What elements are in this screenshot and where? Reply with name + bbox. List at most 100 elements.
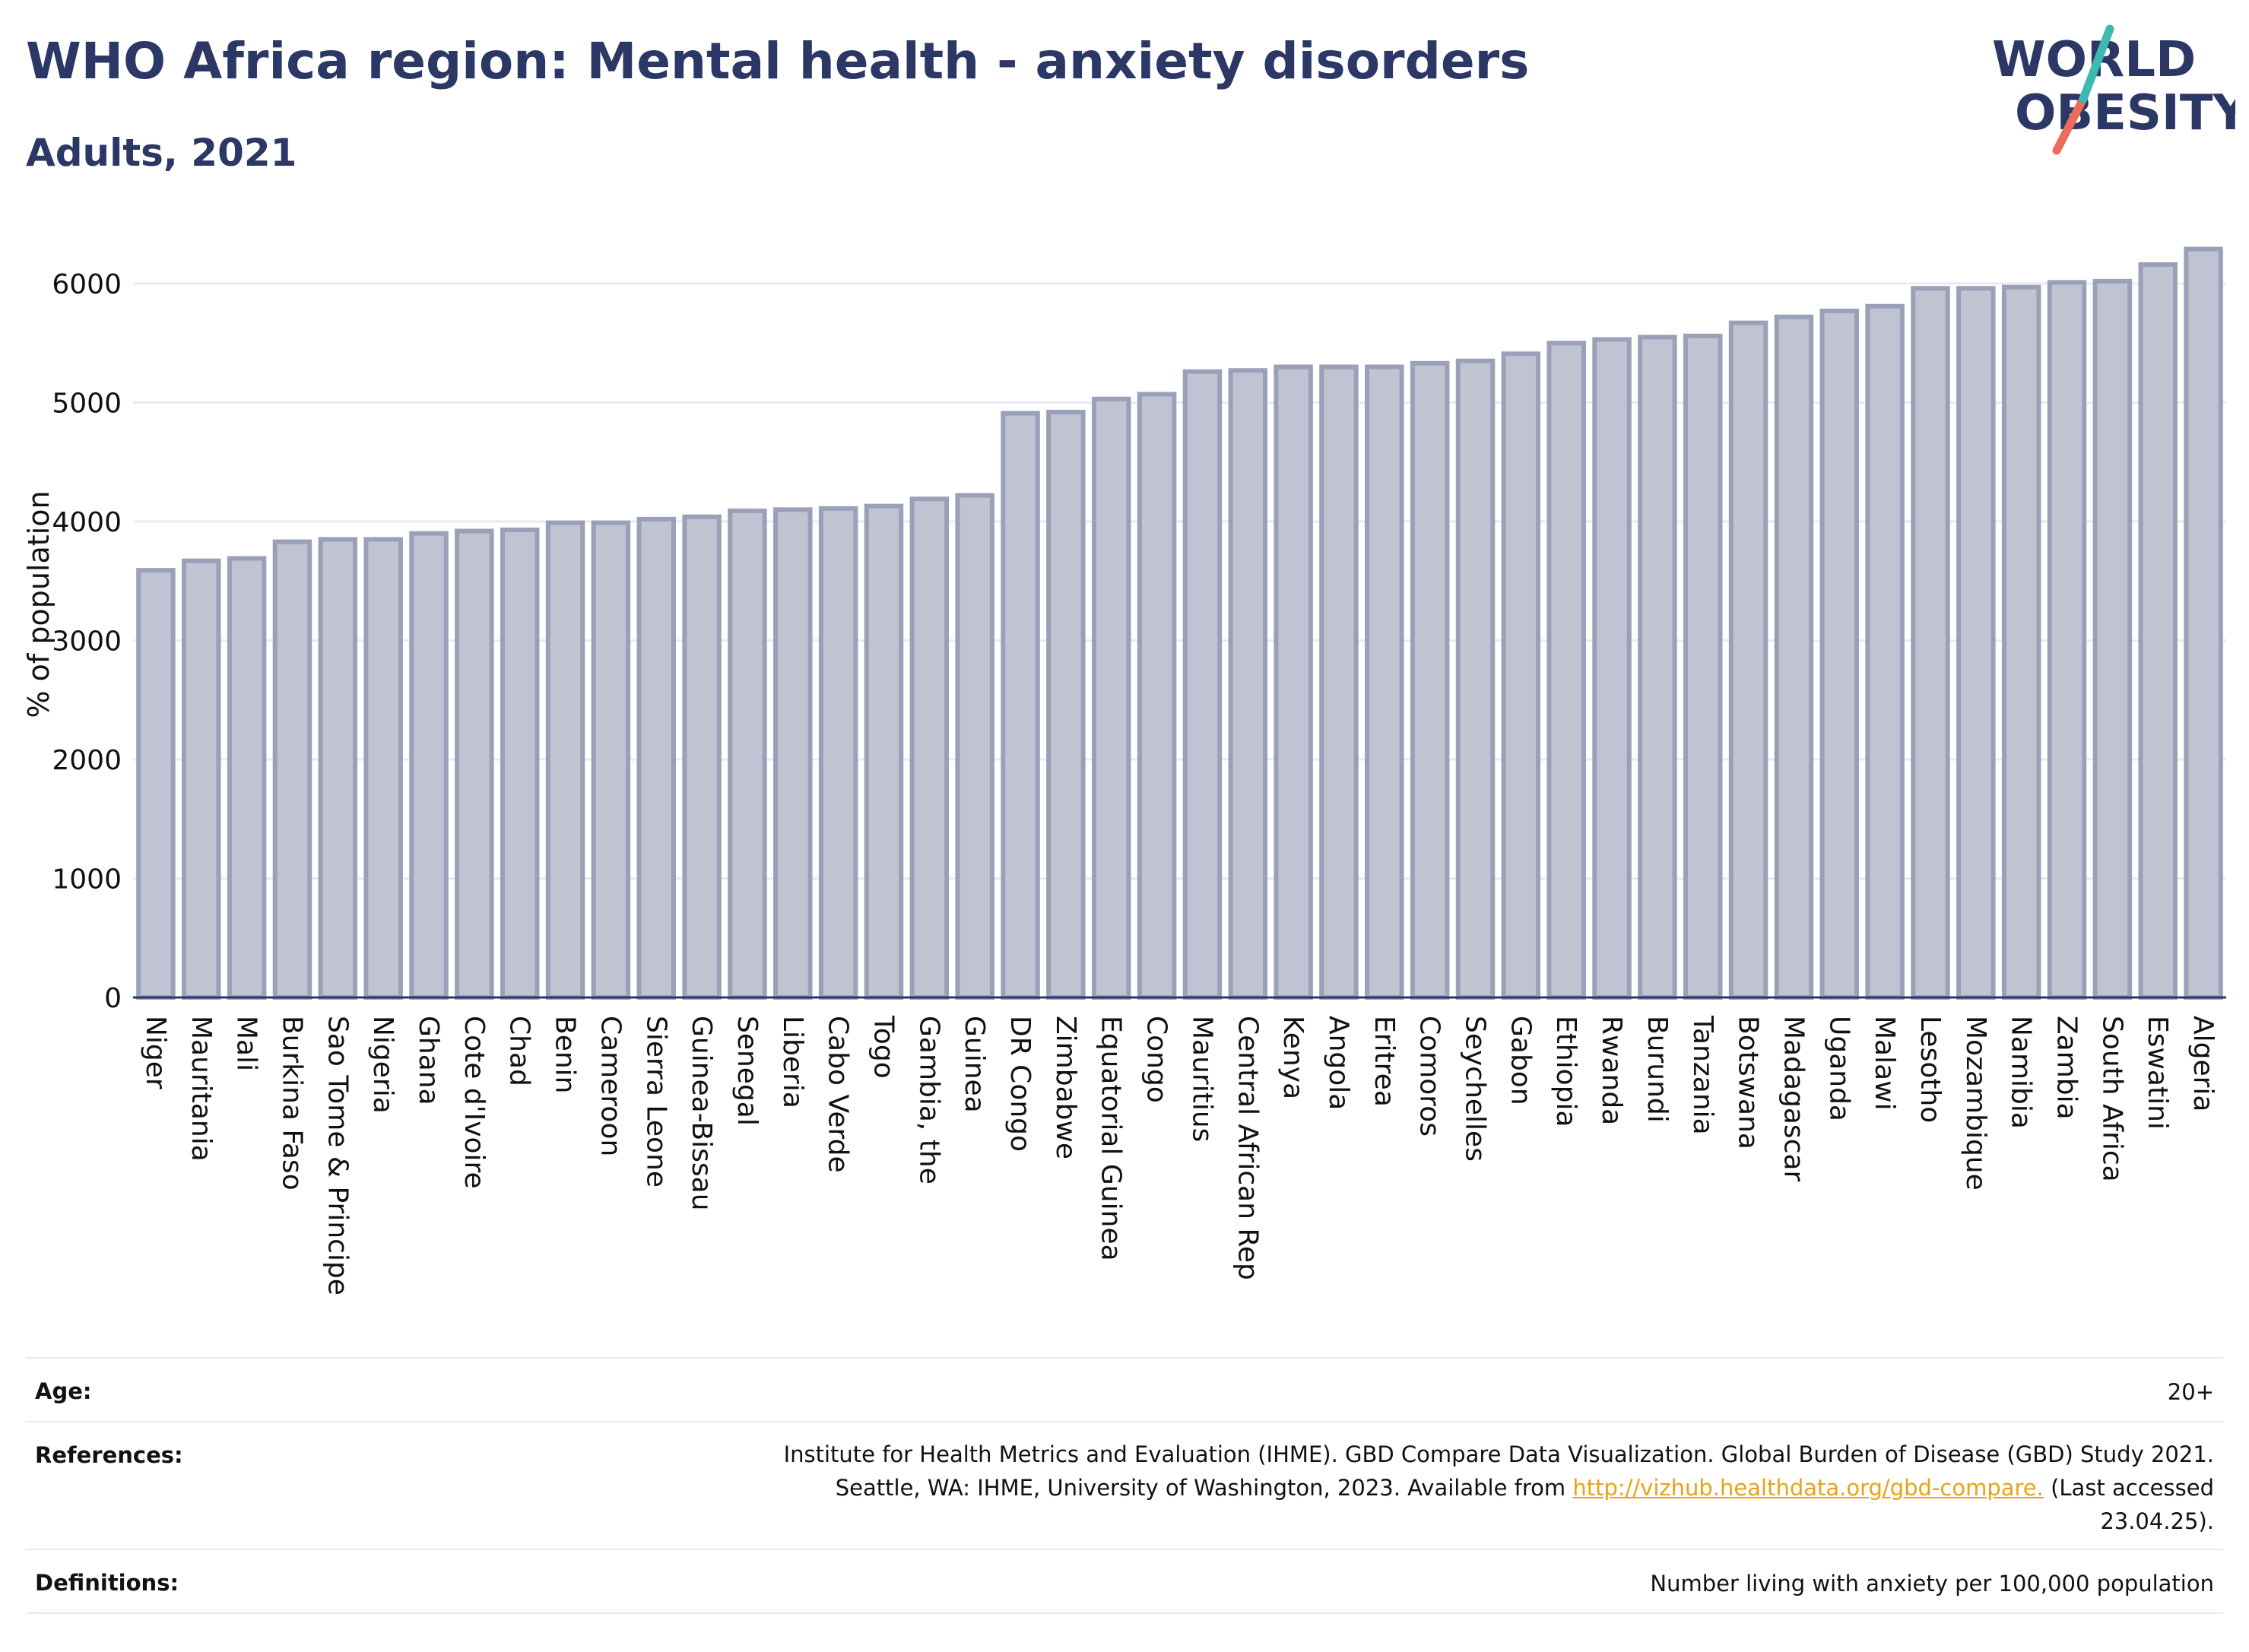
bar	[1546, 341, 1586, 1000]
x-tick-label: Tanzania	[1687, 1015, 1718, 1135]
x-tick-label: Gambia, the	[913, 1016, 944, 1184]
bar	[1728, 320, 1768, 1000]
y-axis-ticks: 0 1000 2000 3000 4000 5000 6000	[52, 269, 122, 1014]
bar	[2092, 278, 2133, 1000]
x-tick-label: Chad	[504, 1016, 535, 1086]
bar	[1137, 392, 1177, 1000]
x-tick-label: Namibia	[2006, 1016, 2037, 1129]
y-axis-label: % of population	[22, 490, 56, 718]
bar	[1001, 411, 1040, 1000]
bar	[136, 568, 176, 1000]
x-axis-labels: Niger Mauritania Mali Burkina Faso Sao Tome …	[140, 1015, 2219, 1295]
world-obesity-logo: WORLD OBESITY	[1977, 23, 2248, 160]
x-tick-label: Algeria	[2187, 1016, 2219, 1112]
x-tick-label: Mauritania	[186, 1016, 217, 1162]
bar	[1228, 368, 1268, 1000]
bar	[227, 556, 267, 1000]
bar	[182, 558, 221, 1000]
info-row-definitions: Definitions: Number living with anxiety …	[26, 1549, 2223, 1614]
bar	[1091, 396, 1131, 1000]
y-tick-label: 6000	[52, 269, 122, 300]
bar	[2047, 280, 2087, 1000]
bar	[272, 539, 312, 1000]
bar	[864, 503, 904, 1000]
y-tick-label: 3000	[52, 626, 122, 658]
x-tick-label: Lesotho	[1914, 1016, 1946, 1123]
x-tick-label: Malawi	[1869, 1016, 1900, 1111]
bar	[318, 537, 358, 1000]
x-tick-label: Uganda	[1823, 1016, 1854, 1121]
x-tick-label: Madagascar	[1778, 1016, 1809, 1182]
bar	[682, 514, 722, 1000]
bar	[455, 528, 494, 1000]
bar-chart: 0 1000 2000 3000 4000 5000 6000 Niger Mauritani…	[22, 246, 2226, 1295]
y-tick-label: 5000	[52, 388, 122, 420]
x-tick-label: Cameroon	[595, 1016, 626, 1156]
bar	[545, 520, 585, 1000]
x-tick-label: Congo	[1141, 1016, 1172, 1103]
bar	[1911, 286, 1950, 1000]
x-tick-label: Mozambique	[1960, 1016, 1991, 1191]
bar	[955, 493, 994, 1000]
bar	[1865, 303, 1905, 1000]
bar	[1501, 351, 1541, 1000]
bar	[1182, 369, 1223, 1000]
x-tick-label: DR Congo	[1004, 1016, 1036, 1152]
x-tick-label: Burundi	[1642, 1016, 1673, 1123]
bar	[1683, 333, 1723, 1000]
x-tick-label: Eritrea	[1369, 1016, 1400, 1107]
x-tick-label: Liberia	[777, 1016, 808, 1108]
x-tick-label: Zimbabwe	[1050, 1016, 1081, 1159]
x-tick-label: Eswatini	[2142, 1016, 2173, 1130]
definitions-label: Definitions:	[35, 1570, 179, 1596]
x-tick-label: Seychelles	[1460, 1016, 1491, 1162]
definitions-value: Number living with anxiety per 100,000 p…	[1650, 1571, 2214, 1597]
x-tick-label: Cote d'Ivoire	[458, 1016, 490, 1189]
bar	[2001, 284, 2041, 1000]
x-tick-label: Togo	[868, 1015, 899, 1079]
age-label: Age:	[35, 1378, 92, 1404]
x-tick-label: Kenya	[1277, 1016, 1308, 1099]
x-tick-label: Rwanda	[1596, 1016, 1627, 1125]
x-tick-label: South Africa	[2096, 1016, 2127, 1182]
x-tick-label: Ethiopia	[1550, 1016, 1581, 1127]
chart-title: WHO Africa region: Mental health - anxie…	[26, 32, 1530, 90]
x-tick-label: Cabo Verde	[823, 1016, 854, 1173]
x-tick-label: Mauritius	[1186, 1016, 1217, 1142]
x-tick-label: Niger	[140, 1016, 171, 1089]
y-tick-label: 1000	[52, 864, 122, 896]
bar	[818, 506, 858, 1000]
bar	[1046, 410, 1086, 1000]
bar	[1956, 286, 1996, 1000]
logo-slash-teal	[2079, 24, 2114, 103]
world-obesity-logo-graphic: WORLD OBESITY	[1992, 24, 2248, 155]
x-tick-label: Angola	[1323, 1016, 1354, 1110]
references-value: Institute for Health Metrics and Evaluat…	[784, 1438, 2214, 1538]
y-tick-label: 0	[104, 983, 122, 1014]
x-tick-label: Ghana	[413, 1016, 444, 1105]
x-tick-label: Gabon	[1505, 1016, 1536, 1105]
x-tick-label: Central African Rep	[1232, 1016, 1263, 1280]
x-tick-label: Mali	[231, 1016, 262, 1071]
chart-subtitle: Adults, 2021	[26, 131, 297, 175]
x-tick-label: Zambia	[2051, 1016, 2082, 1120]
references-label: References:	[35, 1442, 183, 1468]
references-line3: 23.04.25).	[2100, 1508, 2214, 1534]
logo-slash-coral	[2052, 94, 2088, 155]
x-tick-label: Comoros	[1414, 1016, 1445, 1137]
x-tick-label: Guinea-Bissau	[686, 1016, 717, 1211]
references-line2: Seattle, WA: IHME, University of Washing…	[784, 1471, 2214, 1505]
x-tick-label: Senegal	[731, 1016, 763, 1126]
bar	[500, 527, 540, 1000]
logo-line2: OBESITY	[2015, 85, 2235, 141]
x-tick-label: Nigeria	[367, 1016, 398, 1114]
references-link[interactable]: http://vizhub.healthdata.org/gbd-compare…	[1572, 1475, 2044, 1501]
bar	[1638, 335, 1677, 1000]
info-row-age: Age: 20+	[26, 1357, 2223, 1422]
info-row-references: References: Institute for Health Metrics…	[26, 1421, 2223, 1550]
x-tick-label: Equatorial Guinea	[1096, 1016, 1127, 1261]
bar	[728, 508, 767, 1000]
bar	[909, 496, 950, 1000]
x-tick-label: Burkina Faso	[276, 1016, 307, 1191]
references-line2-pre: Seattle, WA: IHME, University of Washing…	[835, 1475, 1573, 1501]
